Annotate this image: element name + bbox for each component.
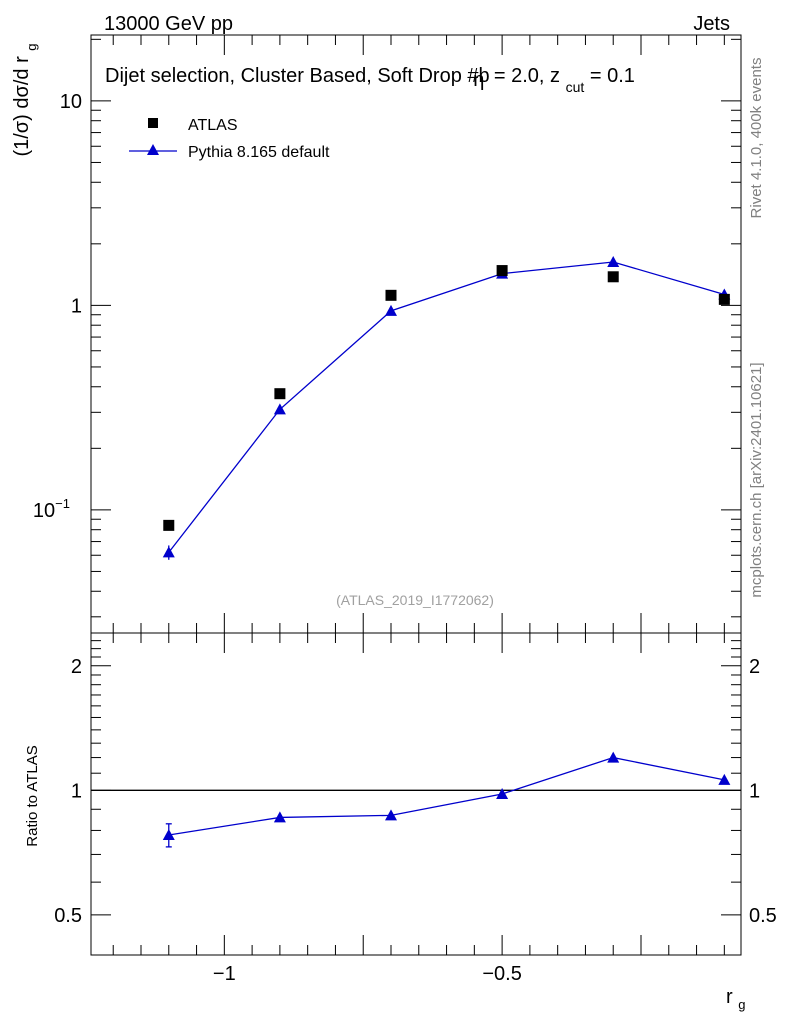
legend-marker-atlas	[148, 118, 158, 128]
rivet-label: Rivet 4.1.0, 400k events	[748, 58, 765, 219]
ratio-y-tick-label-right: 2	[749, 656, 760, 678]
ratio-y-tick-label: 0.5	[54, 905, 82, 927]
ratio-line	[168, 756, 725, 836]
main-series	[162, 255, 731, 560]
x-axis-label-sub: g	[738, 997, 745, 1012]
pythia-point	[385, 304, 397, 316]
atlas-point	[496, 265, 508, 277]
main-title-suffix: = 2.0, z	[494, 65, 560, 87]
ratio-point	[385, 809, 397, 821]
atlas-point	[607, 271, 619, 283]
ratio-series	[91, 751, 741, 848]
main-title-eta: η	[473, 69, 484, 91]
main-panel: 10 1 10−1 Dijet selection, Cluster Based, …	[11, 34, 742, 634]
main-title-end: = 0.1	[590, 65, 635, 87]
atlas-point	[274, 388, 286, 400]
ratio-y-tick-label: 2	[71, 656, 82, 678]
ratio-y-tick-label: 1	[71, 780, 82, 802]
x-tick-label: −1	[213, 963, 236, 985]
pythia-point	[162, 546, 175, 558]
pythia-line	[168, 261, 725, 553]
mcplots-label: mcplots.cern.ch [arXiv:2401.10621]	[748, 362, 765, 597]
pythia-point	[273, 403, 286, 415]
legend-label-pythia: Pythia 8.165 default	[188, 144, 330, 161]
ratio-panel: 2 2 1 1 0.5 0.5 −1 −0.5 Ratio to ATLAS r g	[24, 632, 777, 1012]
ratio-point	[162, 828, 175, 840]
ratio-point	[496, 787, 509, 799]
ratio-ylabel: Ratio to ATLAS	[24, 745, 41, 846]
atlas-point	[385, 289, 397, 301]
main-y-tick-label: 10−1	[33, 496, 70, 522]
atlas-point	[718, 293, 730, 305]
ratio-point	[273, 811, 286, 823]
ratio-frame	[90, 632, 742, 956]
main-title-text: Dijet selection, Cluster Based, Soft Dro…	[105, 65, 490, 87]
main-y-tick-label: 10	[60, 91, 82, 113]
legend-label-atlas: ATLAS	[188, 117, 238, 134]
legend-marker-pythia	[147, 144, 159, 155]
x-axis-label: r g	[726, 986, 745, 1012]
header-right: Jets	[693, 13, 730, 35]
main-ylabel-sub: g	[24, 43, 39, 50]
legend: ATLAS Pythia 8.165 default	[129, 117, 330, 161]
ratio-point	[718, 773, 731, 785]
header-left: 13000 GeV pp	[104, 13, 233, 35]
main-axis-ticks: 10 1 10−1	[33, 35, 741, 633]
analysis-id: (ATLAS_2019_I1772062)	[336, 592, 494, 608]
main-y-tick-label: 1	[71, 295, 82, 317]
ratio-point	[607, 751, 620, 763]
ratio-axis-ticks: 2 2 1 1 0.5 0.5 −1 −0.5	[54, 633, 777, 985]
atlas-point	[163, 519, 175, 531]
main-ylabel: (1/σ) dσ/d r g	[11, 43, 39, 156]
ratio-y-tick-label-right: 0.5	[749, 905, 777, 927]
ratio-y-tick-label-right: 1	[749, 780, 760, 802]
main-title-sub: cut	[566, 79, 585, 95]
main-title: Dijet selection, Cluster Based, Soft Dro…	[105, 65, 635, 97]
pythia-point	[607, 255, 620, 267]
x-tick-label: −0.5	[482, 963, 521, 985]
